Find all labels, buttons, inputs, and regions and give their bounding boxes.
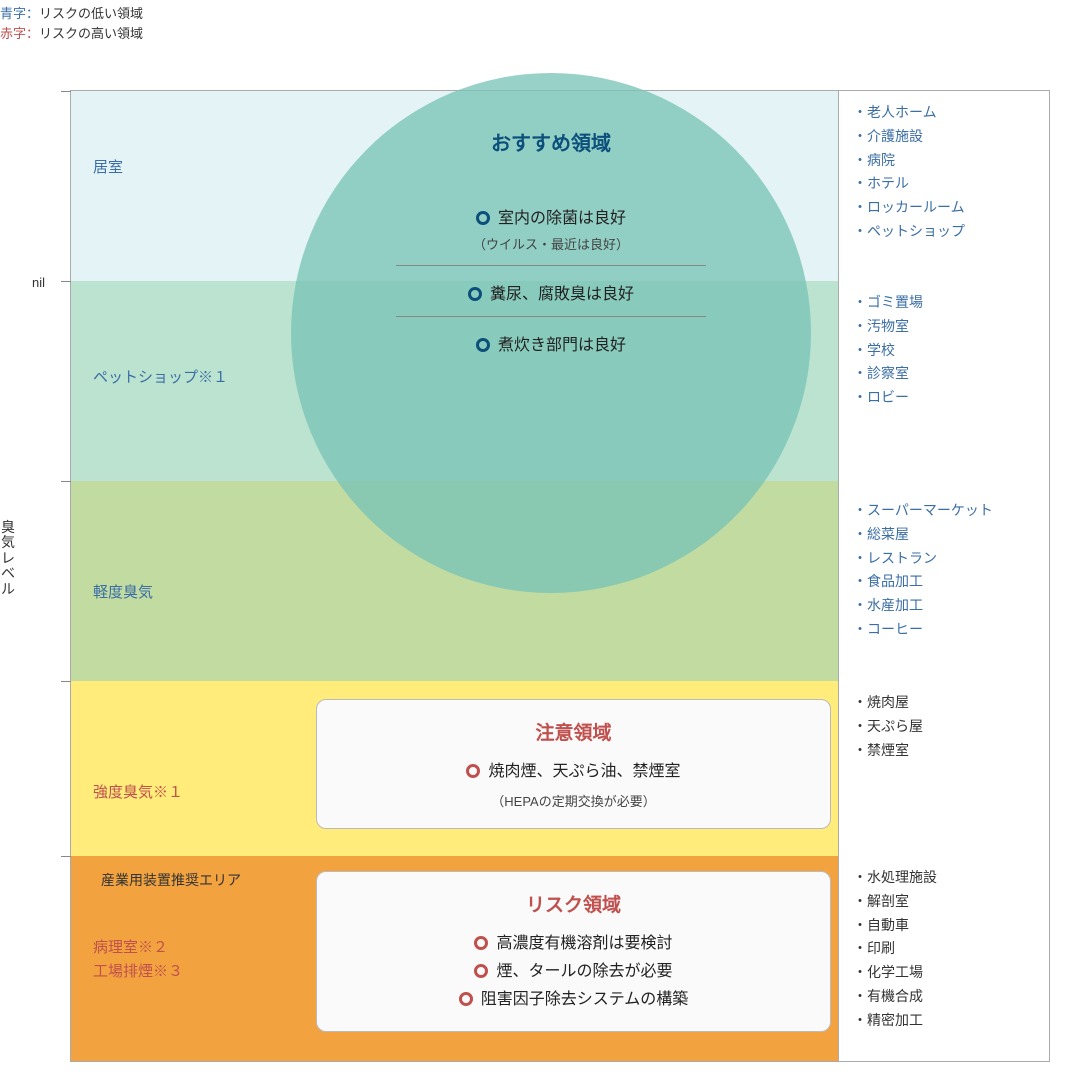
band-label: ペットショップ※１: [93, 366, 228, 387]
recommend-circle: おすすめ領域 室内の除菌は良好 （ウイルス・最近は良好） 糞尿、腐敗臭は良好 煮…: [291, 73, 811, 593]
example-item: ・有機合成: [853, 985, 1041, 1009]
band-small-label: 産業用装置推奨エリア: [101, 870, 241, 890]
example-item: ・水処理施設: [853, 866, 1041, 890]
circle-item: 室内の除菌は良好 （ウイルス・最近は良好）: [396, 190, 706, 265]
ring-icon: [459, 992, 473, 1006]
circle-item: 煮炊き部門は良好: [396, 316, 706, 367]
band-strong-odor: 強度臭気※１ 注意領域 焼肉煙、天ぷら油、禁煙室 （HEPAの定期交換が必要） …: [70, 681, 1050, 856]
band-body: 産業用装置推奨エリア 病理室※２ 工場排煙※３ リスク領域 高濃度有機溶剤は要検…: [71, 856, 839, 1061]
example-item: ・天ぷら屋: [853, 715, 1041, 739]
legend-red-marker: 赤字：: [0, 26, 39, 41]
example-item: ・食品加工: [853, 570, 1041, 594]
band-label: 居室: [93, 156, 123, 177]
example-item: ・禁煙室: [853, 739, 1041, 763]
yaxis-label: 臭気レベル: [0, 520, 16, 597]
example-item: ・老人ホーム: [853, 101, 1041, 125]
example-item: ・自動車: [853, 914, 1041, 938]
example-item: ・焼肉屋: [853, 691, 1041, 715]
example-item: ・ゴミ置場: [853, 291, 1041, 315]
ring-icon: [474, 964, 488, 978]
example-item: ・化学工場: [853, 961, 1041, 985]
box-hint: （HEPAの定期交換が必要）: [327, 791, 820, 810]
example-item: ・介護施設: [853, 125, 1041, 149]
ring-icon: [474, 936, 488, 950]
examples-list: ・ゴミ置場 ・汚物室 ・学校 ・診察室 ・ロビー: [839, 281, 1049, 481]
band-industrial: 産業用装置推奨エリア 病理室※２ 工場排煙※３ リスク領域 高濃度有機溶剤は要検…: [70, 856, 1050, 1062]
box-line: 阻害因子除去システムの構築: [327, 985, 820, 1009]
example-item: ・印刷: [853, 937, 1041, 961]
legend-blue-marker: 青字：: [0, 6, 39, 21]
examples-list: ・スーパーマーケット ・総菜屋 ・レストラン ・食品加工 ・水産加工 ・コーヒー: [839, 481, 1049, 681]
ring-icon: [468, 287, 482, 301]
box-line: 高濃度有機溶剤は要検討: [327, 929, 820, 953]
band-label: 工場排煙※３: [93, 960, 183, 981]
band-label: 強度臭気※１: [93, 781, 183, 802]
example-item: ・診察室: [853, 362, 1041, 386]
example-item: ・レストラン: [853, 547, 1041, 571]
ring-icon: [466, 764, 480, 778]
risk-box: リスク領域 高濃度有機溶剤は要検討 煙、タールの除去が必要 阻害因子除去システム…: [316, 871, 831, 1032]
legend-high-risk: 赤字：リスクの高い領域: [0, 24, 143, 44]
example-item: ・スーパーマーケット: [853, 499, 1041, 523]
chart: 居室 おすすめ領域 室内の除菌は良好 （ウイルス・最近は良好） 糞尿、腐敗臭は良…: [70, 90, 1050, 1062]
box-title: リスク領域: [327, 890, 820, 917]
box-title: 注意領域: [327, 718, 820, 745]
caution-box: 注意領域 焼肉煙、天ぷら油、禁煙室 （HEPAの定期交換が必要）: [316, 699, 831, 829]
example-item: ・汚物室: [853, 315, 1041, 339]
example-item: ・精密加工: [853, 1009, 1041, 1033]
examples-list: ・焼肉屋 ・天ぷら屋 ・禁煙室: [839, 681, 1049, 856]
yaxis-nil: nil: [32, 275, 45, 290]
circle-hint: （ウイルス・最近は良好）: [396, 234, 706, 253]
band-body: 居室 おすすめ領域 室内の除菌は良好 （ウイルス・最近は良好） 糞尿、腐敗臭は良…: [71, 91, 839, 281]
example-item: ・ロビー: [853, 386, 1041, 410]
example-item: ・総菜屋: [853, 523, 1041, 547]
example-item: ・学校: [853, 339, 1041, 363]
ring-icon: [476, 211, 490, 225]
example-item: ・コーヒー: [853, 618, 1041, 642]
ring-icon: [476, 338, 490, 352]
box-line: 焼肉煙、天ぷら油、禁煙室: [327, 757, 820, 781]
example-item: ・病院: [853, 149, 1041, 173]
example-item: ・水産加工: [853, 594, 1041, 618]
band-label: 病理室※２: [93, 936, 168, 957]
band-living-room: 居室 おすすめ領域 室内の除菌は良好 （ウイルス・最近は良好） 糞尿、腐敗臭は良…: [70, 90, 1050, 281]
legend: 青字：リスクの低い領域 赤字：リスクの高い領域: [0, 4, 143, 43]
example-item: ・ロッカールーム: [853, 196, 1041, 220]
example-item: ・ペットショップ: [853, 220, 1041, 244]
band-body: 強度臭気※１ 注意領域 焼肉煙、天ぷら油、禁煙室 （HEPAの定期交換が必要）: [71, 681, 839, 856]
circle-title: おすすめ領域: [291, 127, 811, 156]
legend-low-risk: 青字：リスクの低い領域: [0, 4, 143, 24]
circle-item: 糞尿、腐敗臭は良好: [396, 265, 706, 316]
examples-list: ・水処理施設 ・解剖室 ・自動車 ・印刷 ・化学工場 ・有機合成 ・精密加工: [839, 856, 1049, 1061]
examples-list: ・老人ホーム ・介護施設 ・病院 ・ホテル ・ロッカールーム ・ペットショップ: [839, 91, 1049, 281]
example-item: ・ホテル: [853, 172, 1041, 196]
example-item: ・解剖室: [853, 890, 1041, 914]
box-line: 煙、タールの除去が必要: [327, 957, 820, 981]
band-label: 軽度臭気: [93, 581, 153, 602]
